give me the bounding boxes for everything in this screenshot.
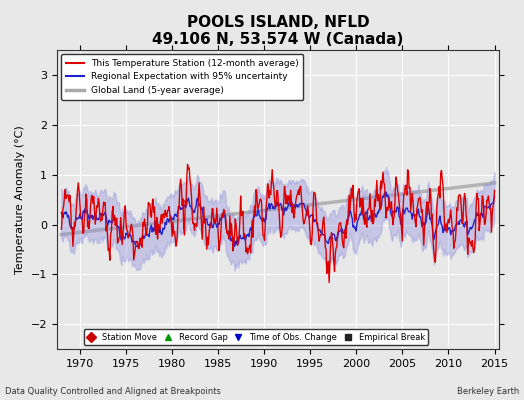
This Temperature Station (12-month average)	[214, 220, 221, 224]
Global Land (5-year average)	[288, 205, 294, 210]
Regional Expectation with 95% uncertainty	[102, 211, 108, 216]
Global Land (5-year average)	[58, 232, 64, 237]
This Temperature Station (12-month average)	[102, 200, 108, 205]
Global Land (5-year average)	[492, 180, 498, 185]
Y-axis label: Temperature Anomaly (°C): Temperature Anomaly (°C)	[15, 125, 25, 274]
This Temperature Station (12-month average)	[321, 225, 328, 230]
This Temperature Station (12-month average)	[326, 280, 332, 285]
Regional Expectation with 95% uncertainty	[232, 244, 238, 249]
This Temperature Station (12-month average)	[58, 227, 64, 232]
Line: Global Land (5-year average): Global Land (5-year average)	[61, 183, 495, 234]
Global Land (5-year average)	[214, 214, 220, 218]
This Temperature Station (12-month average)	[302, 216, 309, 221]
Regional Expectation with 95% uncertainty	[401, 211, 408, 216]
This Temperature Station (12-month average)	[289, 210, 296, 215]
This Temperature Station (12-month average)	[492, 188, 498, 193]
Global Land (5-year average)	[301, 203, 308, 208]
Global Land (5-year average)	[321, 201, 327, 206]
Regional Expectation with 95% uncertainty	[492, 194, 498, 199]
Regional Expectation with 95% uncertainty	[58, 210, 64, 215]
Regional Expectation with 95% uncertainty	[302, 206, 309, 211]
This Temperature Station (12-month average)	[184, 162, 191, 167]
Line: This Temperature Station (12-month average): This Temperature Station (12-month avera…	[61, 164, 495, 282]
Global Land (5-year average)	[400, 192, 406, 196]
Text: Data Quality Controlled and Aligned at Breakpoints: Data Quality Controlled and Aligned at B…	[5, 387, 221, 396]
Regional Expectation with 95% uncertainty	[214, 225, 220, 230]
Regional Expectation with 95% uncertainty	[383, 190, 389, 194]
Regional Expectation with 95% uncertainty	[321, 232, 328, 236]
Global Land (5-year average)	[102, 227, 108, 232]
Line: Regional Expectation with 95% uncertainty: Regional Expectation with 95% uncertaint…	[61, 192, 495, 246]
Legend: Station Move, Record Gap, Time of Obs. Change, Empirical Break: Station Move, Record Gap, Time of Obs. C…	[83, 330, 428, 345]
Title: POOLS ISLAND, NFLD
49.106 N, 53.574 W (Canada): POOLS ISLAND, NFLD 49.106 N, 53.574 W (C…	[152, 15, 403, 47]
This Temperature Station (12-month average)	[401, 192, 408, 196]
Text: Berkeley Earth: Berkeley Earth	[456, 387, 519, 396]
Regional Expectation with 95% uncertainty	[289, 201, 296, 206]
